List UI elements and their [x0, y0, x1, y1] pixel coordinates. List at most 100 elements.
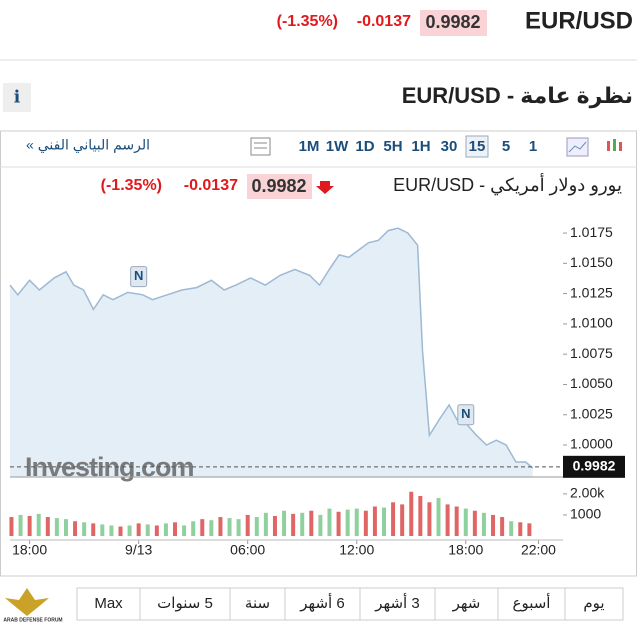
volume-bar: [182, 525, 187, 536]
interval-button[interactable]: 1W: [326, 138, 349, 155]
candle-icon-part: [607, 141, 610, 151]
volume-bar: [236, 519, 241, 536]
range-button[interactable]: [434, 587, 499, 621]
volume-tick-label: 1000: [570, 506, 601, 522]
range-label[interactable]: 5 سنوات: [157, 595, 213, 612]
change-pct: (-1.35%): [277, 13, 338, 30]
volume-bar: [45, 517, 50, 536]
volume-bar: [327, 508, 332, 536]
overview-title: نظرة عامة - EUR/USD: [402, 83, 633, 109]
news-marker[interactable]: [130, 266, 148, 288]
range-button[interactable]: [229, 587, 286, 621]
volume-bar: [245, 514, 250, 536]
volume-bar: [345, 509, 350, 536]
volume-bar: [109, 525, 114, 536]
news-marker-label: N: [461, 406, 470, 421]
x-tick-label: 22:00: [521, 542, 556, 558]
volume-bar: [391, 502, 396, 536]
table-icon[interactable]: [250, 137, 271, 156]
y-tick-label: 1.0000: [570, 436, 613, 452]
price: 0.9982: [425, 12, 480, 32]
logo: ARAB DEFENSE FORUM: [3, 588, 63, 623]
y-tick-label: 1.0100: [570, 315, 613, 331]
range-label[interactable]: 6 أشهر: [299, 593, 344, 612]
volume-bar: [272, 515, 277, 536]
interval-button[interactable]: 1: [529, 138, 537, 155]
volume-bar: [82, 522, 87, 536]
volume-bar: [509, 521, 514, 536]
volume-bar: [136, 523, 141, 536]
news-marker-label: N: [134, 268, 143, 283]
area-chart-icon-line: [568, 141, 587, 153]
volume-bar: [282, 510, 287, 536]
x-tick-label: 18:00: [448, 542, 483, 558]
range-button[interactable]: [497, 587, 566, 621]
news-marker[interactable]: [457, 404, 475, 426]
chart-price: 0.9982: [251, 176, 306, 196]
range-label[interactable]: سنة: [245, 595, 270, 612]
range-label[interactable]: Max: [94, 595, 123, 612]
info-icon[interactable]: i: [14, 88, 21, 108]
volume-bar: [481, 512, 486, 536]
candle-icon[interactable]: [607, 139, 622, 151]
range-button[interactable]: [284, 587, 361, 621]
volume-bar: [173, 522, 178, 536]
volume-bar: [472, 510, 477, 536]
range-label[interactable]: أسبوع: [513, 593, 551, 612]
interval-button[interactable]: 1M: [299, 138, 320, 155]
candle-icon-part: [619, 142, 622, 151]
chart-change: -0.0137: [184, 177, 238, 194]
down-arrow: [316, 181, 334, 194]
interval-button[interactable]: 30: [441, 138, 458, 155]
volume-bar: [463, 508, 468, 536]
volume-bar: [436, 498, 441, 536]
volume-bar: [400, 504, 405, 536]
volume-bar: [427, 502, 432, 536]
last-price-box: [563, 455, 625, 478]
volume-bar: [418, 495, 423, 536]
volume-bar: [145, 524, 150, 536]
volume-bar: [291, 513, 296, 536]
volume-bar: [409, 491, 414, 536]
interval-button[interactable]: 1H: [411, 138, 430, 155]
range-button[interactable]: [564, 587, 624, 621]
range-label[interactable]: شهر: [452, 595, 481, 612]
chart-link[interactable]: الرسم البياني الفني »: [26, 137, 150, 154]
volume-bar: [254, 517, 259, 536]
volume-bar: [354, 508, 359, 536]
range-button[interactable]: [139, 587, 231, 621]
interval-button[interactable]: 15: [469, 138, 486, 155]
pair: EUR/USD: [525, 7, 633, 34]
volume-bar: [73, 521, 78, 536]
chart-title: يورو دولار أمريكي - EUR/USD: [393, 173, 622, 196]
range-label[interactable]: 3 أشهر: [374, 593, 419, 612]
volume-bar: [363, 510, 368, 536]
chart-change-pct: (-1.35%): [101, 177, 162, 194]
volume-tick-label: 2.00k: [570, 485, 605, 501]
x-tick-label: 18:00: [12, 542, 47, 558]
volume-bar: [491, 514, 496, 536]
interval-button[interactable]: 1D: [355, 138, 374, 155]
range-button[interactable]: [76, 587, 141, 621]
price-line: [9, 227, 534, 469]
volume-bar: [372, 506, 377, 536]
info-button[interactable]: [3, 83, 31, 112]
volume-bar: [318, 514, 323, 536]
range-label[interactable]: يوم: [583, 595, 604, 612]
volume-bar: [163, 523, 168, 536]
volume-bar: [154, 525, 159, 536]
interval-button[interactable]: 5H: [383, 138, 402, 155]
chart-price-box: [247, 174, 312, 199]
interval-button[interactable]: 5: [502, 138, 510, 155]
y-tick-label: 1.0175: [570, 224, 613, 240]
x-tick-label: 9/13: [125, 542, 152, 558]
range-button[interactable]: [359, 587, 436, 621]
volume-bar: [18, 514, 23, 536]
volume-bar: [500, 517, 505, 536]
plot: 1.0000 1.0025 1.0050 1.0075 1.0100 1.0125 1.01…: [9, 224, 625, 558]
candle-icon-part: [613, 139, 616, 151]
volume-bar: [518, 522, 523, 536]
last-price-label: 0.9982: [573, 458, 616, 474]
